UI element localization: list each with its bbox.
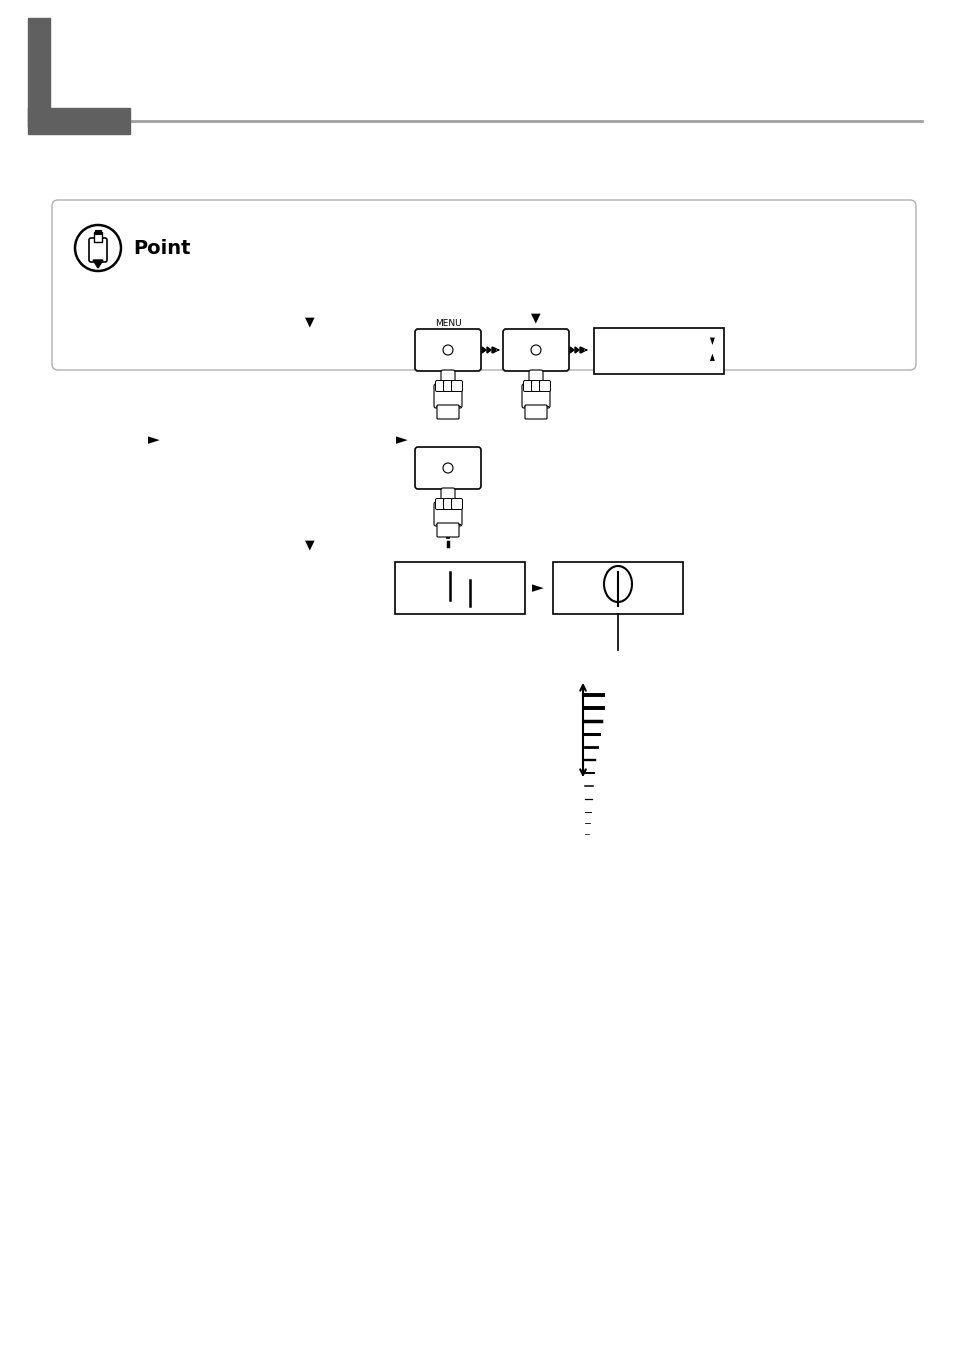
Circle shape — [442, 345, 453, 355]
FancyBboxPatch shape — [415, 330, 480, 372]
FancyBboxPatch shape — [539, 381, 550, 392]
FancyBboxPatch shape — [502, 330, 568, 372]
FancyBboxPatch shape — [451, 381, 462, 392]
FancyBboxPatch shape — [440, 370, 455, 392]
FancyBboxPatch shape — [451, 499, 462, 509]
Text: ▼: ▼ — [305, 539, 314, 551]
Text: ►: ► — [532, 581, 543, 596]
Polygon shape — [92, 259, 103, 267]
Bar — [28, 18, 50, 126]
Circle shape — [531, 345, 540, 355]
Bar — [395, 562, 524, 613]
Bar — [594, 328, 723, 374]
FancyBboxPatch shape — [523, 381, 534, 392]
FancyBboxPatch shape — [436, 405, 458, 419]
FancyBboxPatch shape — [521, 384, 550, 408]
Polygon shape — [569, 347, 574, 353]
Text: ►: ► — [148, 432, 159, 447]
FancyBboxPatch shape — [434, 384, 461, 408]
Bar — [95, 230, 101, 234]
FancyBboxPatch shape — [440, 488, 455, 509]
Text: MENU: MENU — [435, 319, 461, 328]
Polygon shape — [579, 347, 583, 353]
Bar — [553, 562, 682, 613]
Polygon shape — [575, 347, 578, 353]
FancyBboxPatch shape — [529, 370, 542, 392]
FancyBboxPatch shape — [89, 238, 107, 262]
FancyBboxPatch shape — [435, 499, 446, 509]
FancyBboxPatch shape — [415, 447, 480, 489]
FancyBboxPatch shape — [443, 381, 454, 392]
FancyBboxPatch shape — [435, 381, 446, 392]
Text: ►: ► — [395, 432, 407, 447]
Polygon shape — [481, 347, 485, 353]
FancyBboxPatch shape — [531, 381, 542, 392]
FancyBboxPatch shape — [436, 523, 458, 536]
FancyBboxPatch shape — [434, 503, 461, 526]
Bar — [94, 232, 102, 242]
Ellipse shape — [603, 566, 631, 603]
Text: ▼: ▼ — [531, 312, 540, 324]
Circle shape — [75, 226, 121, 272]
Bar — [28, 108, 130, 134]
Polygon shape — [492, 347, 496, 353]
Text: ▼: ▼ — [305, 316, 314, 328]
Circle shape — [442, 463, 453, 473]
FancyBboxPatch shape — [524, 405, 546, 419]
FancyBboxPatch shape — [52, 200, 915, 370]
Polygon shape — [486, 347, 491, 353]
Text: ◄: ◄ — [706, 336, 717, 343]
FancyBboxPatch shape — [443, 499, 454, 509]
Text: Point: Point — [132, 239, 191, 258]
Text: ►: ► — [706, 353, 717, 359]
